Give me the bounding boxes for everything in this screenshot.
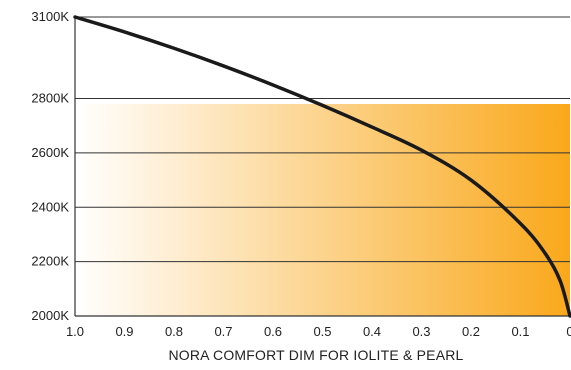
x-axis-title: NORA COMFORT DIM FOR IOLITE & PEARL [168,347,463,363]
x-tick-label: 0.6 [264,324,282,339]
y-tick-label: 3100K [31,9,69,24]
axes [74,17,570,317]
x-tick-label: 0.3 [412,324,430,339]
series-line-0 [73,15,571,318]
y-tick-labels: 2000K 2200K 2400K 2600K 2800K 3100K [31,9,69,323]
y-tick-label: 2600K [31,145,69,160]
x-tick-label: 0.2 [462,324,480,339]
gradient-band-layer [75,103,570,317]
gradient-band [75,103,570,317]
x-tick-label: 0 [566,324,571,339]
x-tick-labels: 1.0 0.9 0.8 0.7 0.6 0.5 0.4 0.3 0.2 0.1 0 [66,324,571,339]
x-tick-label: 0.8 [165,324,183,339]
series-layer [73,15,571,318]
x-tick-label: 0.4 [363,324,381,339]
y-tick-label: 2800K [31,91,69,106]
y-tick-label: 2000K [31,308,69,323]
y-tick-label: 2200K [31,254,69,269]
x-tick-label: 0.5 [313,324,331,339]
x-tick-label: 0.1 [511,324,529,339]
x-tick-label: 0.9 [115,324,133,339]
x-tick-label: 1.0 [66,324,84,339]
y-tick-label: 2400K [31,199,69,214]
x-tick-label: 0.7 [214,324,232,339]
